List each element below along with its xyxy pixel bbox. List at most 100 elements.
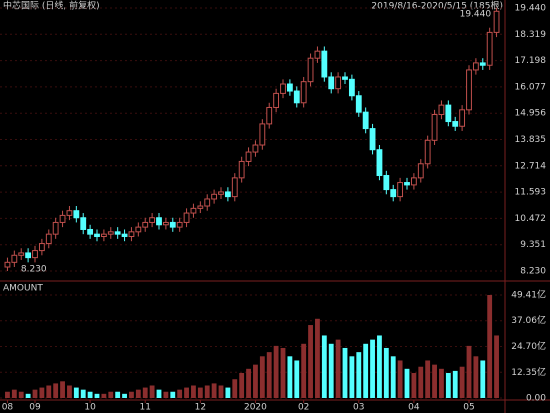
candle-body bbox=[38, 243, 45, 252]
candle-body bbox=[300, 81, 307, 104]
candle-body bbox=[162, 221, 169, 226]
volume-bar bbox=[246, 368, 251, 398]
volume-bar bbox=[142, 387, 148, 398]
candle-body bbox=[190, 207, 197, 214]
y2-tick-label: 49.41亿 bbox=[511, 289, 546, 301]
candle-body bbox=[383, 175, 390, 191]
volume-bar bbox=[487, 295, 493, 398]
volume-bar bbox=[466, 345, 472, 398]
y-tick-label: 13.835 bbox=[515, 135, 547, 145]
x-tick-label: 08 bbox=[2, 403, 14, 413]
x-tick-label: 10 bbox=[84, 403, 96, 413]
volume-bar bbox=[335, 339, 341, 398]
volume-bar bbox=[280, 347, 286, 398]
candle-body bbox=[472, 62, 479, 71]
y-tick-label: 17.198 bbox=[515, 56, 547, 66]
volume-bar bbox=[191, 385, 196, 398]
volume-bar bbox=[328, 343, 334, 398]
candle-body bbox=[73, 210, 80, 219]
candle-body bbox=[52, 221, 59, 235]
volume-bar bbox=[60, 381, 65, 398]
volume-bar bbox=[308, 325, 313, 398]
max-annotation: 19.440 bbox=[460, 10, 492, 20]
y-tick-label: 12.714 bbox=[515, 161, 547, 171]
candle-body bbox=[431, 114, 438, 141]
y2-tick-label: 0.00 bbox=[526, 394, 546, 404]
candle-body bbox=[66, 210, 73, 216]
volume-bar bbox=[39, 387, 45, 398]
y-tick-label: 14.956 bbox=[515, 109, 547, 119]
volume-bar bbox=[473, 356, 479, 398]
volume-bar bbox=[425, 360, 431, 398]
volume-bar bbox=[80, 389, 86, 398]
chart-title: 中芯国际 (日线, 前复权) bbox=[3, 0, 100, 12]
volume-bar bbox=[197, 387, 203, 398]
y-tick-label: 8.230 bbox=[520, 267, 546, 277]
volume-bar bbox=[18, 391, 24, 398]
y2-tick-label: 24.70亿 bbox=[511, 340, 546, 352]
volume-bar bbox=[170, 391, 176, 398]
candle-body bbox=[486, 31, 493, 66]
volume-bar bbox=[363, 343, 369, 398]
volume-bar bbox=[494, 335, 499, 398]
candle-body bbox=[149, 217, 156, 223]
candle-body bbox=[280, 83, 286, 94]
candle-body bbox=[204, 198, 211, 207]
volume-bar bbox=[342, 347, 348, 398]
candle-body bbox=[25, 252, 32, 259]
volume-bar bbox=[459, 366, 465, 398]
volume-bar bbox=[108, 391, 114, 398]
volume-bar bbox=[439, 368, 444, 398]
volume-bar bbox=[294, 360, 300, 398]
candle-body bbox=[438, 104, 445, 116]
volume-bar bbox=[115, 391, 121, 398]
volume-bar bbox=[239, 372, 245, 398]
volume-bar bbox=[321, 335, 327, 398]
candle-body bbox=[11, 254, 18, 263]
candle-body bbox=[307, 57, 314, 83]
volume-bar bbox=[67, 385, 72, 398]
x-tick-label: 12 bbox=[195, 403, 206, 413]
volume-bar bbox=[315, 318, 320, 398]
candle-body bbox=[376, 149, 383, 177]
volume-bar bbox=[156, 389, 162, 398]
volume-bar bbox=[287, 356, 293, 398]
candle-body bbox=[273, 92, 280, 108]
volume-bar bbox=[232, 379, 238, 398]
x-tick-label: 04 bbox=[408, 403, 420, 413]
chart-subtitle: 2019/8/16-2020/5/15 (185根) bbox=[371, 0, 503, 12]
candle-body bbox=[342, 76, 348, 80]
candle-body bbox=[362, 111, 369, 130]
candle-body bbox=[335, 76, 342, 90]
candle-body bbox=[114, 231, 121, 235]
y-tick-label: 16.077 bbox=[515, 82, 547, 92]
volume-bar bbox=[149, 385, 155, 398]
min-annotation: 8.230 bbox=[21, 265, 47, 275]
volume-bar bbox=[377, 335, 382, 398]
volume-bar bbox=[266, 352, 272, 398]
x-tick-label: 05 bbox=[463, 403, 474, 413]
volume-bar bbox=[225, 387, 231, 398]
candle-body bbox=[286, 83, 293, 92]
volume-bar bbox=[404, 368, 410, 398]
candle-body bbox=[169, 221, 176, 228]
candle-body bbox=[197, 205, 204, 209]
x-tick-label: 02 bbox=[298, 403, 309, 413]
candle-body bbox=[369, 128, 376, 151]
volume-bar bbox=[445, 372, 451, 398]
candle-body bbox=[80, 217, 87, 230]
candle-body bbox=[390, 189, 397, 198]
volume-bar bbox=[432, 364, 437, 398]
candle-body bbox=[211, 193, 218, 200]
volume-bar bbox=[73, 387, 79, 398]
candle-body bbox=[424, 139, 431, 165]
volume-bar bbox=[356, 352, 362, 398]
volume-bar bbox=[129, 391, 134, 398]
volume-bar bbox=[177, 389, 183, 398]
candle-body bbox=[45, 233, 52, 245]
candle-body bbox=[176, 221, 183, 228]
candle-body bbox=[183, 212, 190, 223]
volume-bar bbox=[211, 383, 217, 398]
volume-bar bbox=[11, 389, 17, 398]
